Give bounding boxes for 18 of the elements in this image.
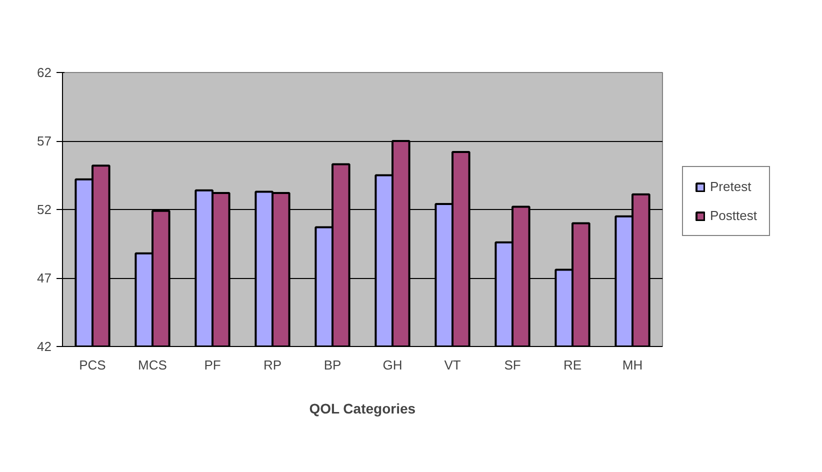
y-tick-label: 47 — [37, 270, 52, 286]
x-tick-label: BP — [324, 358, 342, 372]
x-tick-label: PCS — [79, 358, 106, 372]
x-tick-label: RP — [263, 358, 282, 372]
legend-label: Posttest — [710, 208, 757, 223]
x-tick-label: PF — [204, 358, 221, 372]
x-tick-label: MCS — [138, 358, 168, 372]
x-tick-label: SF — [504, 358, 521, 372]
x-tick-label: MH — [622, 358, 643, 372]
x-tick-label: GH — [382, 358, 402, 372]
y-tick-label: 62 — [37, 65, 52, 80]
x-axis-title: QOL Categories — [309, 400, 416, 416]
x-tick-label: VT — [444, 358, 461, 372]
y-tick-label: 52 — [37, 202, 52, 217]
x-tick-label: RE — [563, 358, 582, 372]
y-tick-label: 57 — [37, 134, 52, 148]
y-tick-label: 42 — [37, 339, 52, 354]
legend-label: Pretest — [710, 179, 752, 194]
